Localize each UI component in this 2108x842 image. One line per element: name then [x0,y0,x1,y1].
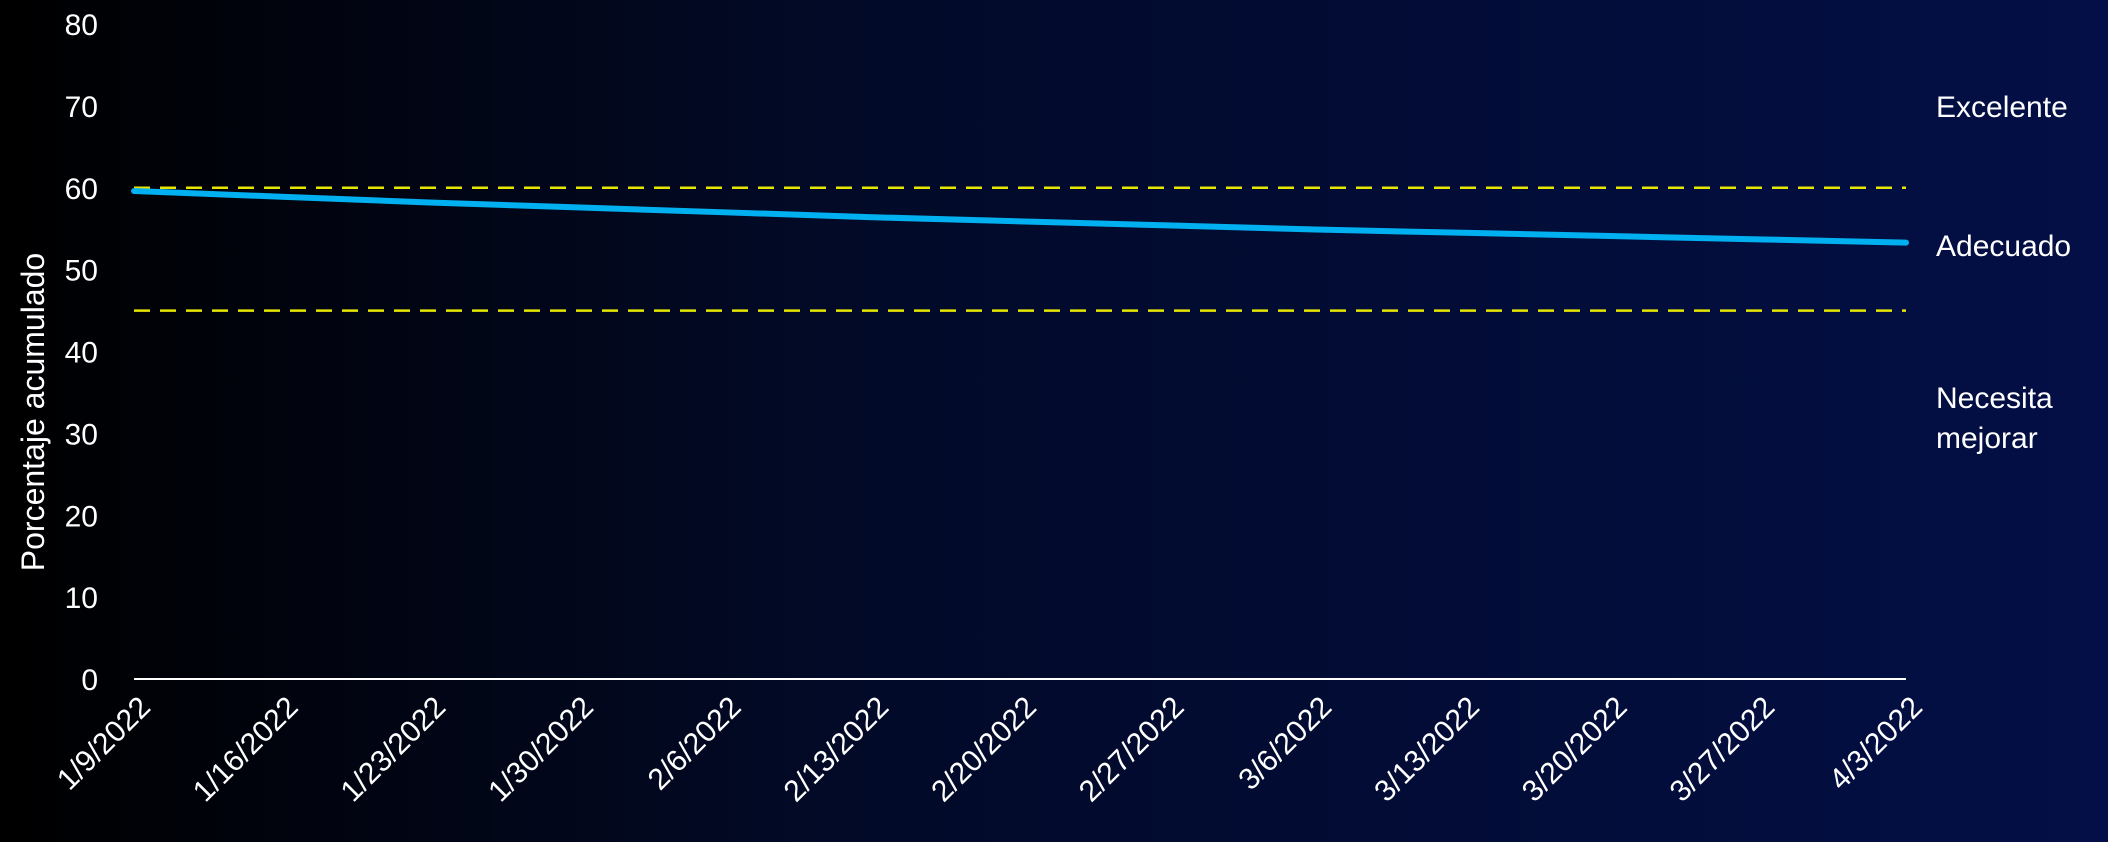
y-tick-label: 10 [65,582,98,615]
x-tick-label: 2/13/2022 [778,691,896,809]
y-tick-label: 20 [65,500,98,533]
zone-label: Adecuado [1936,230,2071,263]
series-line [131,188,1909,246]
zone-label: mejorar [1936,422,2038,455]
x-tick-label: 4/3/2022 [1823,691,1929,797]
y-tick-label: 30 [65,418,98,451]
x-tick-label: 2/20/2022 [925,691,1043,809]
x-tick-label: 1/16/2022 [187,691,305,809]
zone-labels: Excelente Adecuado Necesita mejorar [1936,91,2071,455]
x-tick-label: 1/9/2022 [51,691,157,797]
y-axis-label: Porcentaje acumulado [15,253,51,571]
x-tick-label: 2/6/2022 [642,691,748,797]
y-tick-label: 50 [65,255,98,288]
y-tick-label: 60 [65,173,98,206]
x-tick-label: 1/30/2022 [482,691,600,809]
x-tick-label: 2/27/2022 [1073,691,1191,809]
y-axis-ticks: 0 10 20 30 40 50 60 70 80 [65,9,98,697]
zone-label: Necesita [1936,382,2053,415]
y-tick-label: 80 [65,9,98,42]
y-tick-label: 0 [81,664,98,697]
x-axis-ticks: 1/9/2022 1/16/2022 1/23/2022 1/30/2022 2/6/2… [51,691,1929,809]
zone-label: Excelente [1936,91,2068,124]
x-tick-label: 3/13/2022 [1368,691,1486,809]
y-tick-label: 70 [65,91,98,124]
x-tick-label: 1/23/2022 [335,691,453,809]
x-tick-label: 3/20/2022 [1516,691,1634,809]
x-tick-label: 3/6/2022 [1232,691,1338,797]
y-tick-label: 40 [65,337,98,370]
reference-lines [134,186,1906,312]
x-tick-label: 3/27/2022 [1664,691,1782,809]
series-group [131,188,1909,246]
